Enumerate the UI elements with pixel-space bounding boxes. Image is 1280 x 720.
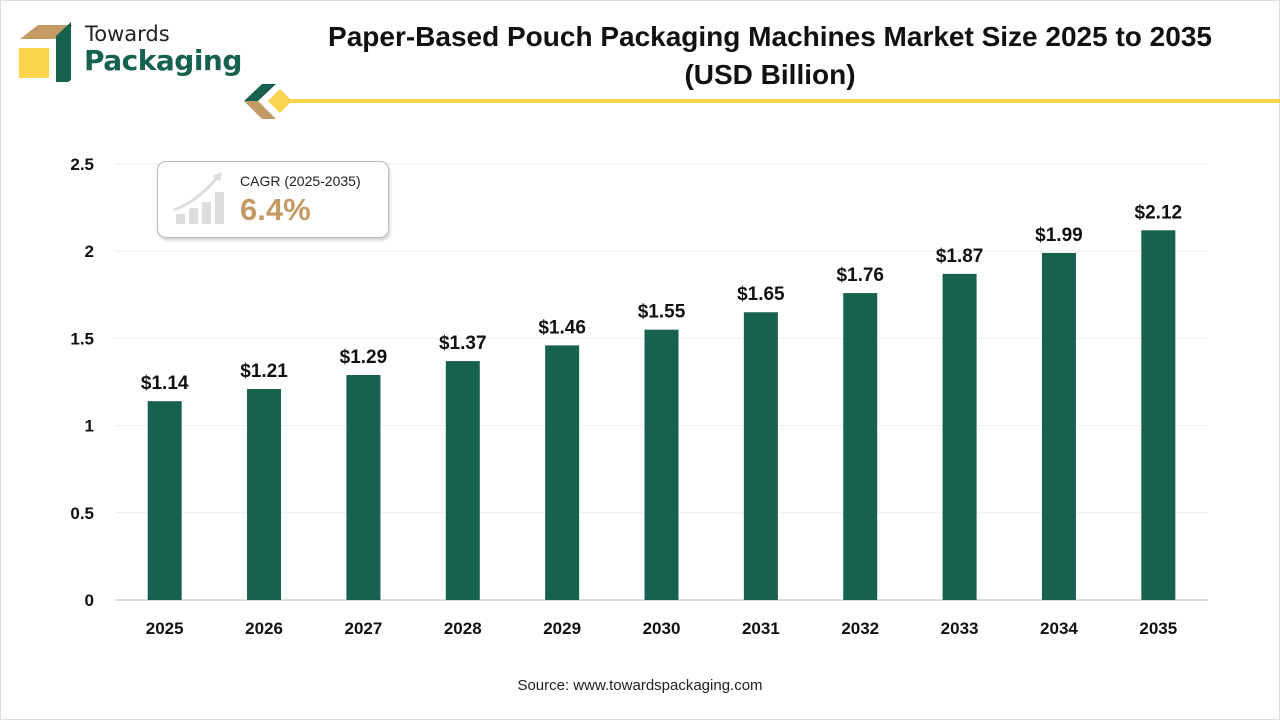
- y-tick-label: 1: [85, 417, 94, 436]
- x-tick-label: 2032: [841, 619, 879, 638]
- bar: [346, 375, 381, 600]
- y-tick-label: 0.5: [70, 504, 94, 523]
- data-label: $1.55: [638, 302, 686, 323]
- brand-logo: Towards Packaging: [18, 22, 242, 82]
- bar: [843, 293, 878, 600]
- data-label: $1.76: [836, 265, 884, 286]
- x-tick-label: 2026: [245, 619, 283, 638]
- bar: [743, 312, 778, 600]
- bar: [644, 329, 679, 600]
- bar: [445, 361, 480, 600]
- bar: [545, 345, 580, 600]
- chart-title: Paper-Based Pouch Packaging Machines Mar…: [328, 21, 1212, 90]
- y-tick-label: 0: [85, 591, 94, 610]
- title-decoration: [244, 84, 1280, 119]
- y-tick-label: 1.5: [70, 329, 94, 348]
- data-label: $1.29: [340, 347, 388, 368]
- cagr-box: CAGR (2025-2035) 6.4%: [157, 161, 389, 238]
- x-tick-label: 2033: [941, 619, 979, 638]
- x-tick-label: 2031: [742, 619, 780, 638]
- source-note: Source: www.towardspackaging.com: [517, 677, 763, 694]
- box-logo-icon: [19, 22, 73, 82]
- data-label: $1.99: [1035, 225, 1083, 246]
- x-tick-label: 2034: [1040, 619, 1078, 638]
- x-tick-label: 2027: [344, 619, 382, 638]
- data-label: $1.14: [141, 373, 189, 394]
- growth-chart-icon: [173, 172, 224, 224]
- bar: [147, 401, 182, 600]
- x-tick-label: 2035: [1139, 619, 1177, 638]
- x-tick-label: 2025: [146, 619, 184, 638]
- data-label: $1.65: [737, 284, 785, 305]
- brand-line2: Packaging: [84, 44, 242, 77]
- cagr-value: 6.4%: [240, 192, 311, 227]
- y-tick-label: 2: [85, 242, 94, 261]
- y-tick-label: 2.5: [70, 155, 94, 174]
- bar: [942, 273, 977, 600]
- cagr-label: CAGR (2025-2035): [240, 173, 361, 189]
- bar: [1041, 252, 1076, 600]
- data-label: $2.12: [1135, 202, 1183, 223]
- brand-line1: Towards: [85, 22, 170, 46]
- data-label: $1.21: [240, 361, 288, 382]
- bar: [247, 388, 282, 600]
- data-label: $1.37: [439, 333, 487, 354]
- bar: [1141, 230, 1176, 600]
- data-label: $1.46: [538, 317, 586, 338]
- x-tick-label: 2029: [543, 619, 581, 638]
- data-label: $1.87: [936, 246, 984, 267]
- x-tick-label: 2030: [643, 619, 681, 638]
- x-tick-label: 2028: [444, 619, 482, 638]
